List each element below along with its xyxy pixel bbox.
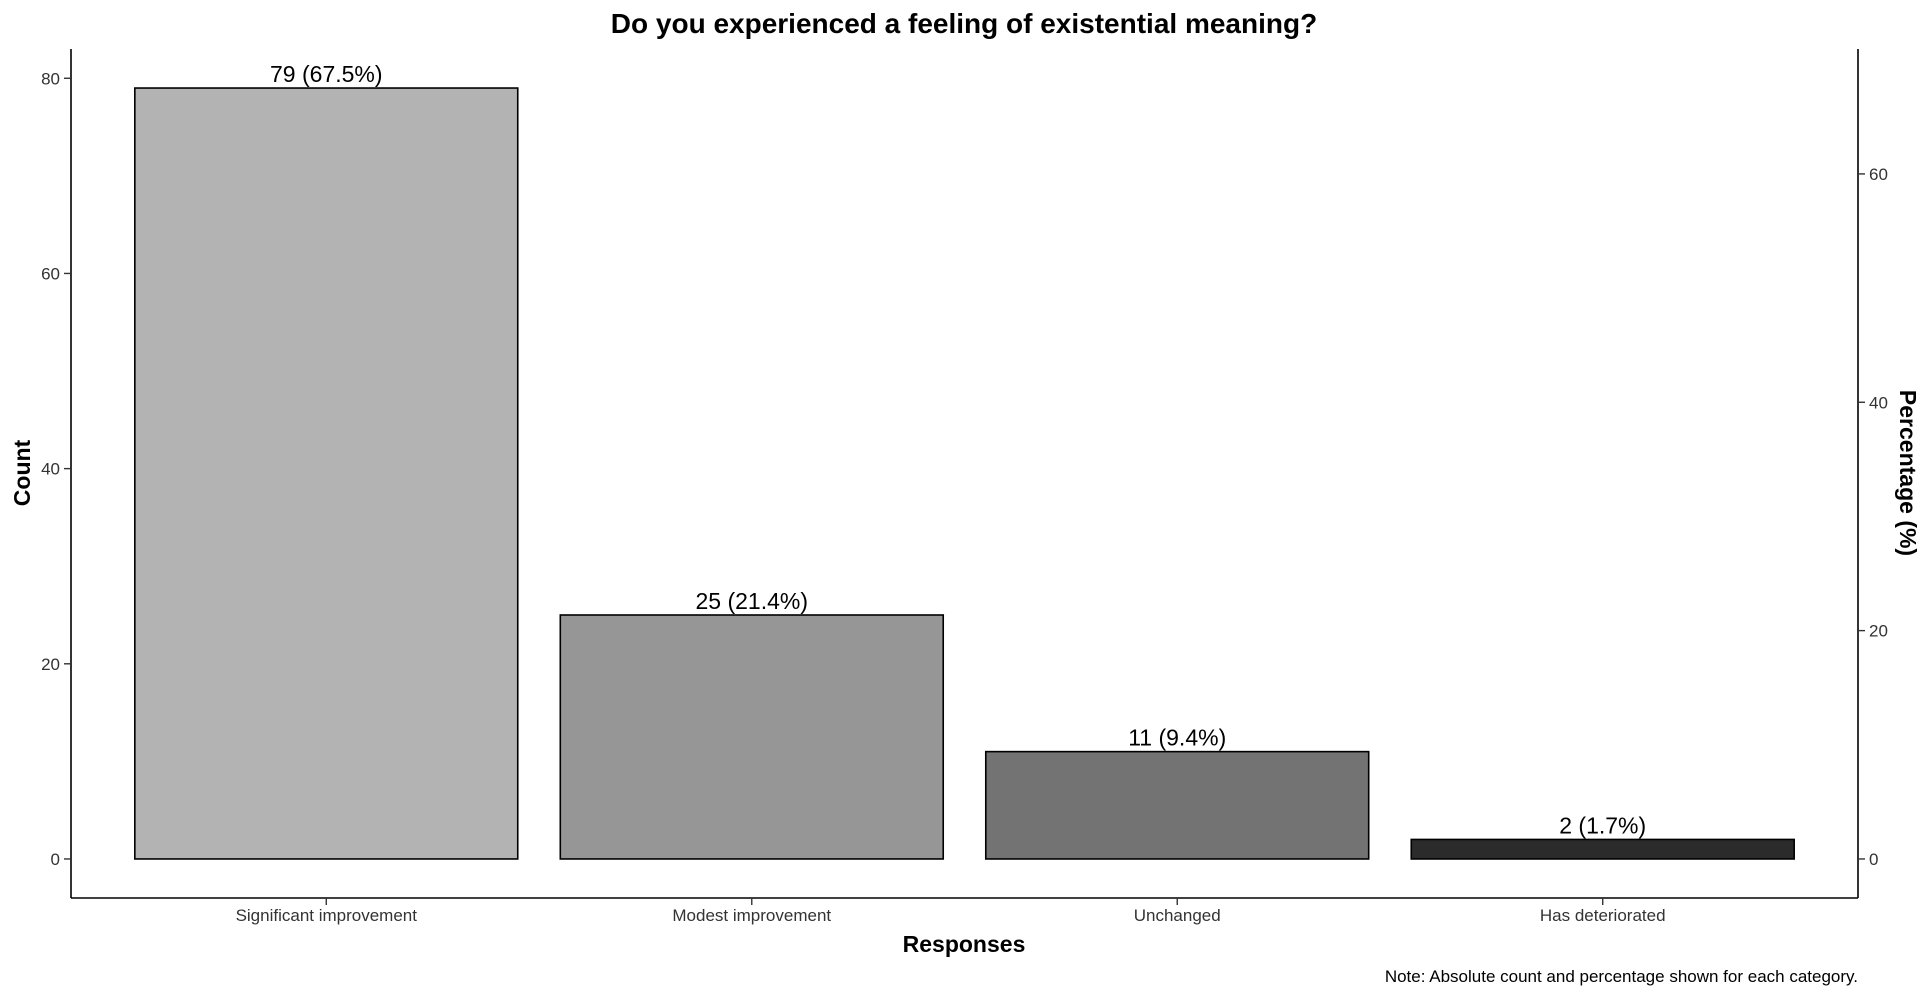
- y-right-tick-label: 60: [1869, 165, 1888, 184]
- y-tick-label: 40: [41, 460, 60, 479]
- y-tick-label: 20: [41, 655, 60, 674]
- bars: [134, 87, 1795, 860]
- data-labels: 79 (67.5%) 25 (21.4%) 11 (9.4%) 2 (1.7%): [270, 61, 1646, 838]
- data-label: 79 (67.5%): [270, 61, 383, 87]
- x-axis-title: Responses: [903, 931, 1026, 957]
- bar: [134, 87, 519, 860]
- y-right-tick-label: 0: [1869, 850, 1878, 869]
- x-tick-label: Unchanged: [1134, 906, 1221, 925]
- chart-caption: Note: Absolute count and percentage show…: [1385, 967, 1858, 986]
- y-axis-title: Count: [9, 439, 35, 506]
- bar: [559, 614, 945, 860]
- data-label: 25 (21.4%): [696, 588, 809, 614]
- bar: [1410, 838, 1795, 860]
- x-tick-label: Modest improvement: [672, 906, 831, 925]
- y-right-tick-label: 40: [1869, 393, 1888, 412]
- bar: [984, 750, 1370, 860]
- y-tick-label: 80: [41, 69, 60, 88]
- x-tick-label: Significant improvement: [236, 906, 418, 925]
- y-axis-right-title: Percentage (%): [1895, 390, 1920, 556]
- y-tick-label: 0: [51, 850, 60, 869]
- y-tick-label: 60: [41, 264, 60, 283]
- axes: 0 20 40 60 80 0 20 40 60 Significant improvement M…: [41, 49, 1888, 925]
- x-tick-label: Has deteriorated: [1540, 906, 1666, 925]
- data-label: 2 (1.7%): [1559, 812, 1646, 838]
- y-right-tick-label: 20: [1869, 622, 1888, 641]
- data-label: 11 (9.4%): [1128, 725, 1226, 751]
- chart-title: Do you experienced a feeling of existent…: [611, 8, 1317, 39]
